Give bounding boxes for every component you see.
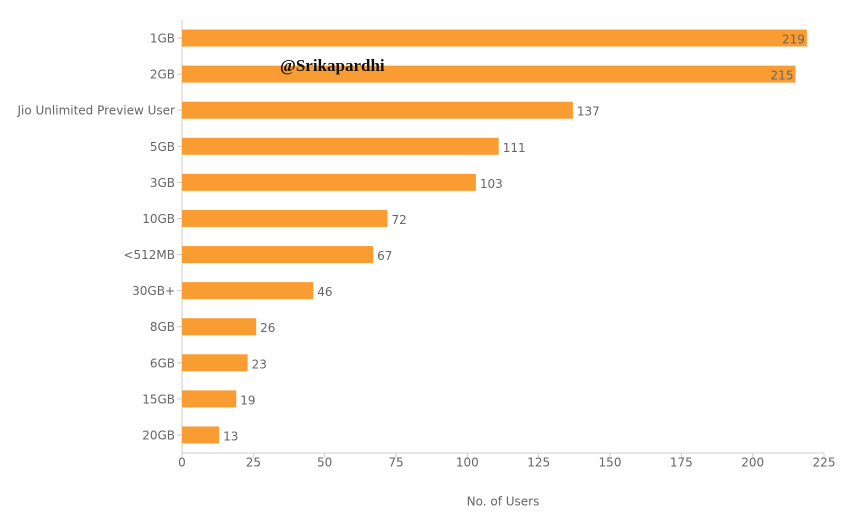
- y-tick-label: 8GB: [150, 320, 175, 334]
- x-tick-label: 75: [388, 456, 403, 470]
- y-tick-label: 20GB: [142, 428, 175, 442]
- x-tick-label: 50: [317, 456, 332, 470]
- y-tick-label: 2GB: [150, 68, 175, 82]
- bar: [182, 65, 796, 83]
- value-label: 23: [252, 357, 267, 371]
- y-tick-label: <512MB: [123, 248, 175, 262]
- y-tick-label: 15GB: [142, 392, 175, 406]
- x-tick-label: 225: [813, 456, 836, 470]
- y-tick-label: 30GB+: [132, 284, 175, 298]
- x-tick-label: 0: [178, 456, 186, 470]
- x-axis-label: No. of Users: [467, 495, 540, 509]
- value-label: 46: [317, 285, 332, 299]
- value-label: 219: [782, 33, 805, 47]
- y-tick-label: 5GB: [150, 140, 175, 154]
- x-tick-label: 200: [741, 456, 764, 470]
- value-label: 19: [240, 393, 255, 407]
- bar: [182, 29, 807, 47]
- bar: [182, 101, 573, 119]
- y-tick-label: 3GB: [150, 176, 175, 190]
- value-label: 72: [391, 213, 406, 227]
- bar: [182, 173, 476, 191]
- bar: [182, 318, 257, 336]
- y-tick-label: 10GB: [142, 212, 175, 226]
- bar: [182, 282, 314, 300]
- x-tick-label: 25: [246, 456, 261, 470]
- x-tick-label: 100: [456, 456, 479, 470]
- x-tick-label: 175: [670, 456, 693, 470]
- value-label: 111: [503, 141, 526, 155]
- value-label: 26: [260, 321, 275, 335]
- bar: [182, 390, 237, 408]
- value-label: 215: [771, 69, 794, 83]
- bar: [182, 209, 388, 227]
- y-tick-label: Jio Unlimited Preview User: [16, 104, 175, 118]
- bar: [182, 354, 248, 372]
- watermark: @Srikapardhi: [280, 56, 385, 75]
- bar: [182, 137, 499, 155]
- bar: [182, 426, 220, 444]
- value-label: 67: [377, 249, 392, 263]
- y-tick-label: 1GB: [150, 32, 175, 46]
- value-label: 13: [223, 429, 238, 443]
- x-tick-label: 150: [599, 456, 622, 470]
- y-tick-label: 6GB: [150, 356, 175, 370]
- value-label: 103: [480, 177, 503, 191]
- x-tick-label: 125: [527, 456, 550, 470]
- value-label: 137: [577, 105, 600, 119]
- bar: [182, 246, 374, 264]
